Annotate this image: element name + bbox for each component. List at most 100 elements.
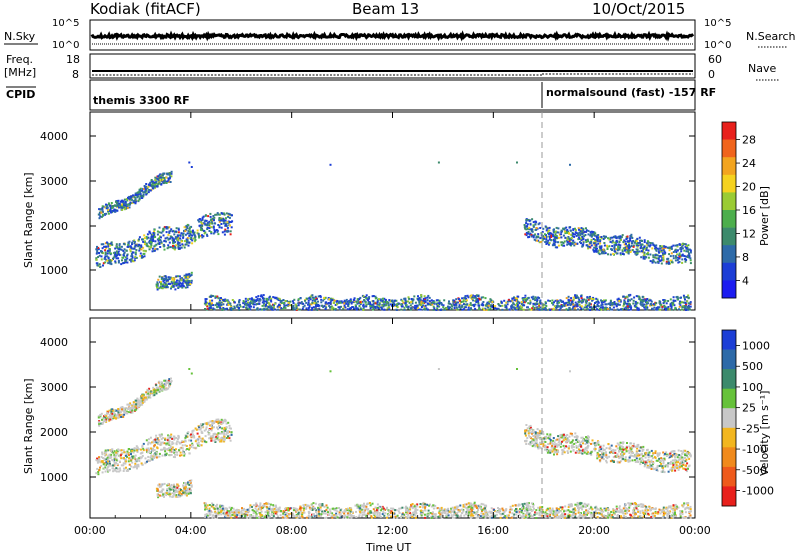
velocity-point — [126, 403, 129, 406]
power-colorbar-label: Power [dB] — [758, 186, 771, 246]
power-point — [467, 306, 470, 309]
power-point — [353, 300, 356, 303]
power-point — [622, 247, 625, 250]
power-point — [585, 227, 587, 230]
velocity-point — [117, 416, 120, 419]
velocity-point — [190, 485, 193, 488]
velocity-point — [536, 443, 539, 446]
velocity-point — [133, 447, 136, 450]
power-point — [95, 258, 98, 261]
power-point — [438, 299, 441, 302]
power-point — [266, 305, 269, 308]
power-point — [486, 303, 489, 305]
power-point — [101, 207, 104, 210]
power-point — [689, 305, 692, 308]
velocity-point — [188, 452, 191, 455]
power-point — [574, 304, 577, 307]
power-point — [668, 249, 671, 252]
power-point — [461, 297, 464, 300]
power-point — [201, 236, 204, 239]
power-point — [630, 244, 633, 247]
velocity-point — [178, 495, 181, 498]
power-point — [539, 227, 542, 229]
power-point — [574, 227, 576, 230]
power-point — [586, 307, 589, 310]
power-point — [118, 206, 120, 209]
power-point — [579, 241, 581, 244]
power-point — [310, 308, 313, 311]
velocity-point — [119, 454, 122, 457]
power-point — [110, 262, 113, 265]
power-point — [206, 228, 209, 230]
velocity-point — [121, 452, 124, 455]
velocity-point — [164, 438, 166, 441]
power-point — [676, 245, 679, 248]
power-point — [432, 300, 435, 303]
power-point — [185, 225, 188, 228]
power-point — [629, 305, 632, 308]
power-point — [638, 241, 641, 244]
power-point — [212, 232, 215, 235]
power-point — [140, 244, 143, 247]
count-tick-left-bottom: 10^0 — [52, 40, 79, 51]
power-point — [447, 305, 450, 308]
power-point — [636, 243, 638, 245]
power-point — [129, 248, 132, 251]
power-point — [106, 204, 109, 207]
power-point — [532, 234, 535, 237]
velocity-point — [210, 429, 213, 432]
power-point — [643, 299, 646, 302]
power-point — [355, 308, 358, 311]
power-point — [674, 306, 677, 309]
velocity-point — [220, 431, 223, 433]
velocity-point — [665, 453, 668, 456]
velocity-point — [527, 434, 530, 437]
power-point — [590, 235, 593, 238]
power-point — [146, 233, 149, 236]
power-point — [569, 243, 572, 246]
power-point — [425, 308, 428, 311]
power-point — [545, 243, 548, 245]
velocity-point — [163, 495, 165, 498]
power-point — [461, 304, 464, 307]
velocity-point — [224, 429, 227, 432]
power-point — [517, 295, 520, 298]
velocity-point — [130, 465, 133, 468]
power-point — [205, 303, 208, 306]
power-point — [102, 252, 104, 255]
power-point — [537, 303, 540, 306]
power-point — [575, 229, 577, 232]
power-point — [453, 307, 456, 309]
power-point — [548, 242, 551, 245]
power-point — [621, 307, 624, 310]
power-point — [134, 194, 137, 196]
power-point — [112, 205, 115, 207]
power-point — [218, 220, 221, 223]
velocity-point — [190, 484, 193, 487]
power-point — [172, 238, 175, 241]
velocity-point — [123, 413, 126, 416]
power-point — [525, 219, 528, 222]
power-point — [307, 308, 310, 311]
power-point — [308, 297, 311, 300]
power-point — [686, 256, 689, 258]
power-point — [98, 211, 101, 214]
velocity-point — [171, 441, 174, 444]
power-point — [621, 250, 624, 253]
power-point — [210, 218, 213, 221]
velocity-point — [111, 408, 114, 411]
power-point — [154, 244, 157, 247]
power-point — [303, 304, 306, 307]
power-point — [606, 248, 609, 250]
power-point — [329, 306, 332, 309]
power-point — [558, 305, 561, 308]
power-point — [684, 307, 687, 310]
velocity-point — [209, 424, 211, 427]
power-point — [160, 286, 163, 289]
power-point — [219, 306, 221, 309]
power-point — [251, 298, 253, 301]
power-point — [585, 230, 588, 233]
power-point — [601, 300, 604, 303]
power-point — [119, 206, 122, 209]
power-point — [331, 306, 334, 309]
